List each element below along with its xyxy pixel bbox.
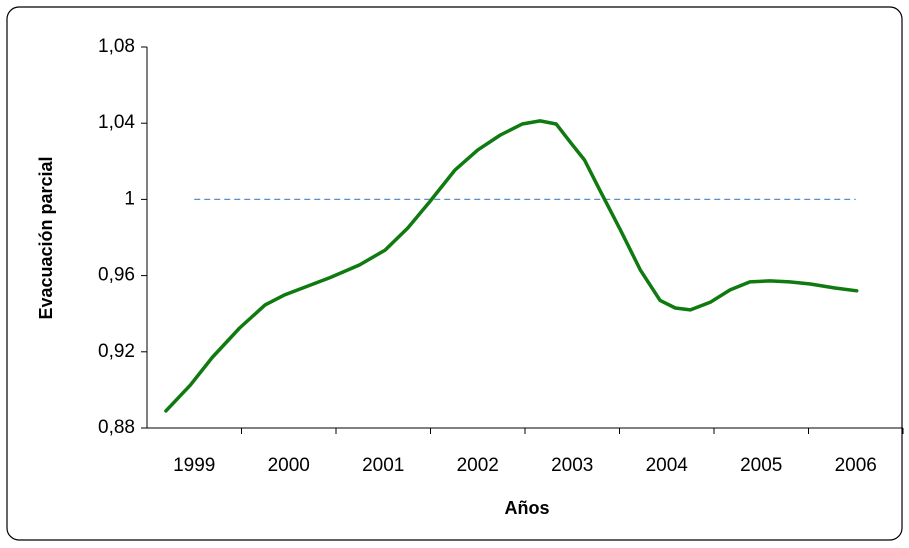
x-axis-label: Años [505,498,550,518]
x-tick-label: 2000 [268,455,310,476]
x-tick-label: 2004 [646,455,689,476]
x-tick-label: 2006 [835,455,877,476]
chart-frame [6,6,903,541]
y-tick-label: 1,04 [98,112,135,133]
x-tick-label: 2002 [457,455,499,476]
y-tick-label: 1,08 [98,36,135,57]
x-tick-label: 1999 [173,455,215,476]
y-tick-label: 0,88 [98,417,135,438]
x-tick-label: 2005 [740,455,782,476]
y-tick-label: 0,96 [98,265,135,286]
x-tick-label: 2001 [362,455,404,476]
data-line [164,119,859,413]
y-tick-label: 0,92 [98,341,135,362]
y-tick-label: 1 [124,188,135,209]
x-tick-label: 2003 [551,455,593,476]
y-axis-label: Evacuación parcial [36,156,56,319]
